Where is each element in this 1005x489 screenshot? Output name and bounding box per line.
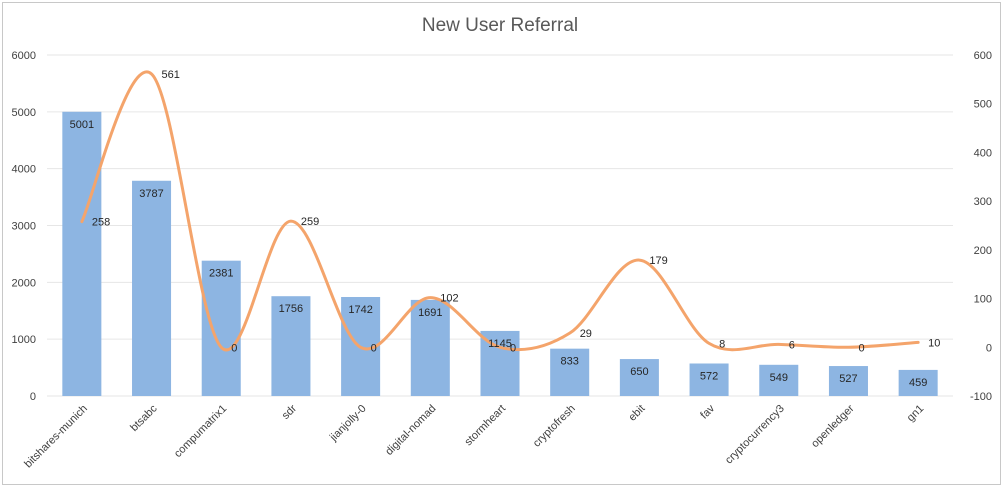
- line-path: [80, 70, 920, 352]
- bar: [689, 363, 729, 396]
- bar-value-label: 5001: [70, 119, 94, 131]
- category-label: gn1: [905, 403, 926, 424]
- y-left-tick-label: 2000: [12, 277, 36, 289]
- bar: [271, 296, 311, 396]
- bar: [550, 348, 590, 396]
- bar-value-label: 2381: [209, 268, 233, 280]
- y-right-tick-label: 200: [974, 245, 992, 257]
- line-value-label: 179: [649, 255, 667, 267]
- bar-value-label: 459: [909, 377, 927, 389]
- bar: [410, 299, 450, 396]
- y-left-tick-label: 6000: [12, 50, 36, 62]
- y-right-tick-label: 300: [974, 196, 992, 208]
- line-value-label: 0: [231, 342, 237, 354]
- line-value-label: 10: [928, 337, 940, 349]
- y-left-tick-label: 5000: [12, 107, 36, 119]
- category-label: jianjolly-0: [327, 403, 369, 445]
- y-left-tick-label: 1000: [12, 334, 36, 346]
- bar-value-label: 527: [839, 373, 857, 385]
- y-right-tick-label: 600: [974, 50, 992, 62]
- line-value-label: 0: [510, 342, 516, 354]
- line-value-label: 102: [440, 293, 458, 305]
- y-left-tick-label: 4000: [12, 164, 36, 176]
- bar: [619, 359, 659, 396]
- line-value-label: 259: [301, 216, 319, 228]
- bar-value-label: 1756: [279, 303, 303, 315]
- bar: [201, 260, 241, 396]
- y-right-tick-label: -100: [970, 391, 992, 403]
- bar-series: [62, 111, 938, 397]
- y-right-tick-label: 400: [974, 147, 992, 159]
- line-value-label: 29: [580, 328, 592, 340]
- bar-value-label: 1145: [488, 338, 512, 350]
- bar: [62, 111, 102, 397]
- category-label: cryptofresh: [531, 403, 578, 450]
- bar: [759, 364, 799, 396]
- line-value-label: 0: [858, 342, 864, 354]
- category-label: sdr: [280, 402, 300, 422]
- bar-value-label: 1691: [418, 307, 442, 319]
- bar-value-label: 572: [700, 370, 718, 382]
- category-label: bitshares-munich: [22, 403, 90, 471]
- category-label: compumatrix1: [172, 403, 229, 460]
- category-label: cryptocurrency3: [723, 403, 787, 467]
- bar-value-label: 1742: [348, 304, 372, 316]
- line-value-label: 6: [789, 339, 795, 351]
- y-right-tick-label: 0: [986, 342, 992, 354]
- y-right-tick-label: 500: [974, 99, 992, 111]
- category-label: btsabc: [128, 402, 160, 434]
- category-label: fav: [698, 402, 717, 421]
- bar-value-label: 833: [561, 356, 579, 368]
- bar: [828, 366, 868, 396]
- y-right-tick-label: 100: [974, 294, 992, 306]
- bar-value-label: 650: [630, 366, 648, 378]
- chart-title: New User Referral: [422, 15, 578, 36]
- line-series: [80, 70, 920, 352]
- bar-value-label: 3787: [139, 188, 163, 200]
- category-label: openledger: [809, 402, 857, 450]
- bar: [132, 180, 172, 396]
- line-value-label: 258: [92, 217, 110, 229]
- grid-lines: [47, 54, 953, 397]
- bar: [898, 369, 938, 396]
- y-left-tick-label: 0: [30, 391, 36, 403]
- line-value-label: 8: [719, 338, 725, 350]
- category-label: stormheart: [462, 403, 508, 449]
- y-left-tick-label: 3000: [12, 221, 36, 233]
- bar-value-label: 549: [770, 372, 788, 384]
- data-labels: 5001 3787 2381 1756 1742 1691 1145 833 650 572 549…: [70, 69, 941, 389]
- category-label: ebit: [626, 403, 647, 424]
- line-value-label: 0: [371, 342, 377, 354]
- category-label: digital-nomad: [383, 403, 438, 458]
- line-value-label: 561: [162, 69, 180, 81]
